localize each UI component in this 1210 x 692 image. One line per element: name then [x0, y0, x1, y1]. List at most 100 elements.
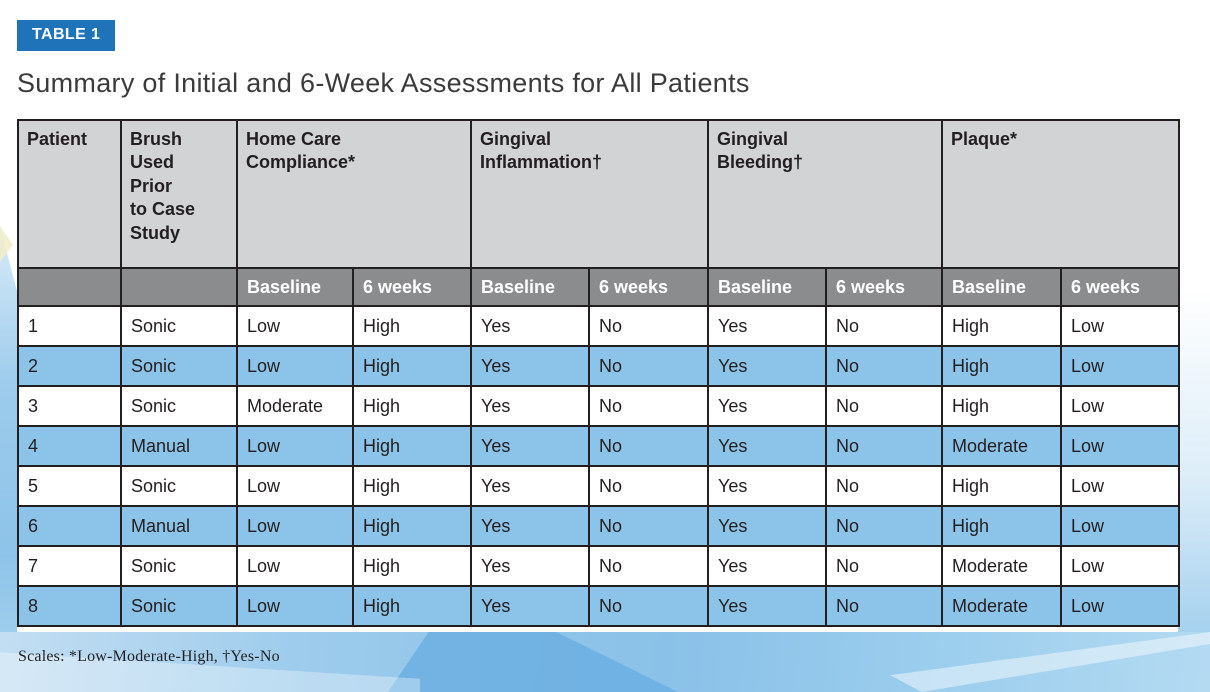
- table-cell: Yes: [470, 505, 590, 547]
- table-cell: High: [941, 385, 1062, 427]
- subheader-baseline: Baseline: [236, 267, 354, 307]
- table-cell: Yes: [707, 505, 827, 547]
- table-cell: Low: [236, 465, 354, 507]
- table-cell: 6: [17, 505, 122, 547]
- background-bottom-wave: [0, 632, 1210, 692]
- column-header-gingival-bleeding: Gingival Bleeding†: [707, 119, 943, 269]
- assessment-table: Patient Brush Used Prior to Case Study H…: [17, 119, 1180, 627]
- column-header-gingival-inflammation: Gingival Inflammation†: [470, 119, 709, 269]
- table-cell: Low: [1060, 505, 1180, 547]
- table-cell: Low: [1060, 425, 1180, 467]
- table-cell: No: [825, 465, 943, 507]
- table-cell: Moderate: [941, 545, 1062, 587]
- table-cell: No: [825, 545, 943, 587]
- table-cell: Low: [236, 305, 354, 347]
- table-body: 1 Sonic Low High Yes No Yes No High Low 2 Sonic Low H…: [17, 305, 1180, 627]
- table-cell: Low: [1060, 385, 1180, 427]
- table-cell: Low: [1060, 345, 1180, 387]
- subheader-6weeks: 6 weeks: [825, 267, 943, 307]
- column-header-home-care-compliance: Home Care Compliance*: [236, 119, 472, 269]
- table-cell: Yes: [470, 585, 590, 627]
- column-header-patient: Patient: [17, 119, 122, 269]
- table-cell: Sonic: [120, 465, 238, 507]
- table-cell: Manual: [120, 425, 238, 467]
- table-cell: Manual: [120, 505, 238, 547]
- table-row: 3 Sonic Moderate High Yes No Yes No High Low: [17, 385, 1180, 427]
- table-cell: Moderate: [941, 585, 1062, 627]
- background-right-wave: [1178, 290, 1210, 632]
- table-cell: No: [588, 465, 709, 507]
- table-cell: Low: [236, 585, 354, 627]
- table-cell: High: [352, 545, 472, 587]
- subheader-6weeks: 6 weeks: [588, 267, 709, 307]
- table-cell: Yes: [707, 425, 827, 467]
- header-row: Patient Brush Used Prior to Case Study H…: [17, 119, 1180, 269]
- column-header-brush-used: Brush Used Prior to Case Study: [120, 119, 238, 269]
- table-cell: High: [941, 465, 1062, 507]
- subheader-6weeks: 6 weeks: [352, 267, 472, 307]
- table-cell: High: [352, 385, 472, 427]
- column-header-plaque: Plaque*: [941, 119, 1180, 269]
- table-cell: High: [352, 425, 472, 467]
- table-row: 7 Sonic Low High Yes No Yes No Moderate Low: [17, 545, 1180, 587]
- table-cell: High: [352, 345, 472, 387]
- table-cell: Low: [236, 425, 354, 467]
- table-cell: Yes: [707, 385, 827, 427]
- table-cell: No: [588, 305, 709, 347]
- table-cell: Moderate: [236, 385, 354, 427]
- subheader-empty: [17, 267, 122, 307]
- table-cell: 4: [17, 425, 122, 467]
- table-cell: Yes: [470, 385, 590, 427]
- table-cell: Yes: [470, 305, 590, 347]
- table-cell: Yes: [707, 345, 827, 387]
- table-row: 8 Sonic Low High Yes No Yes No Moderate Low: [17, 585, 1180, 627]
- subheader-baseline: Baseline: [707, 267, 827, 307]
- table-cell: Low: [1060, 545, 1180, 587]
- table-row: 1 Sonic Low High Yes No Yes No High Low: [17, 305, 1180, 347]
- table-row: 2 Sonic Low High Yes No Yes No High Low: [17, 345, 1180, 387]
- table-cell: Low: [1060, 585, 1180, 627]
- subheader-baseline: Baseline: [941, 267, 1062, 307]
- table-cell: No: [588, 585, 709, 627]
- table-cell: No: [588, 545, 709, 587]
- table-cell: High: [352, 465, 472, 507]
- table-cell: No: [588, 425, 709, 467]
- table-cell: Yes: [707, 545, 827, 587]
- table-cell: Yes: [470, 425, 590, 467]
- table-cell: Yes: [707, 305, 827, 347]
- table-cell: Yes: [470, 465, 590, 507]
- table-cell: Sonic: [120, 585, 238, 627]
- subheader-6weeks: 6 weeks: [1060, 267, 1180, 307]
- table-cell: High: [352, 305, 472, 347]
- table-row: 5 Sonic Low High Yes No Yes No High Low: [17, 465, 1180, 507]
- background-left-wave: [0, 226, 17, 692]
- table-cell: Yes: [707, 465, 827, 507]
- table-cell: Low: [236, 345, 354, 387]
- table-cell: Low: [1060, 465, 1180, 507]
- table-cell: No: [825, 505, 943, 547]
- table-cell: Sonic: [120, 345, 238, 387]
- table-cell: High: [352, 505, 472, 547]
- table-cell: Sonic: [120, 545, 238, 587]
- table-cell: 3: [17, 385, 122, 427]
- table-cell: Yes: [470, 345, 590, 387]
- table-cell: No: [825, 305, 943, 347]
- table-row: 4 Manual Low High Yes No Yes No Moderate Low: [17, 425, 1180, 467]
- table-cell: Sonic: [120, 385, 238, 427]
- table-title: Summary of Initial and 6-Week Assessment…: [17, 68, 750, 98]
- table-cell: No: [588, 385, 709, 427]
- table-cell: Low: [236, 545, 354, 587]
- table-cell: 5: [17, 465, 122, 507]
- subheader-empty: [120, 267, 238, 307]
- table-row: 6 Manual Low High Yes No Yes No High Low: [17, 505, 1180, 547]
- table-cell: No: [588, 505, 709, 547]
- table-cell: 8: [17, 585, 122, 627]
- table-cell: No: [588, 345, 709, 387]
- subheader-row: Baseline 6 weeks Baseline 6 weeks Baseli…: [17, 267, 1180, 307]
- subheader-baseline: Baseline: [470, 267, 590, 307]
- table-cell: High: [941, 305, 1062, 347]
- table-cell: 1: [17, 305, 122, 347]
- table-cell: No: [825, 425, 943, 467]
- table-cell: Yes: [707, 585, 827, 627]
